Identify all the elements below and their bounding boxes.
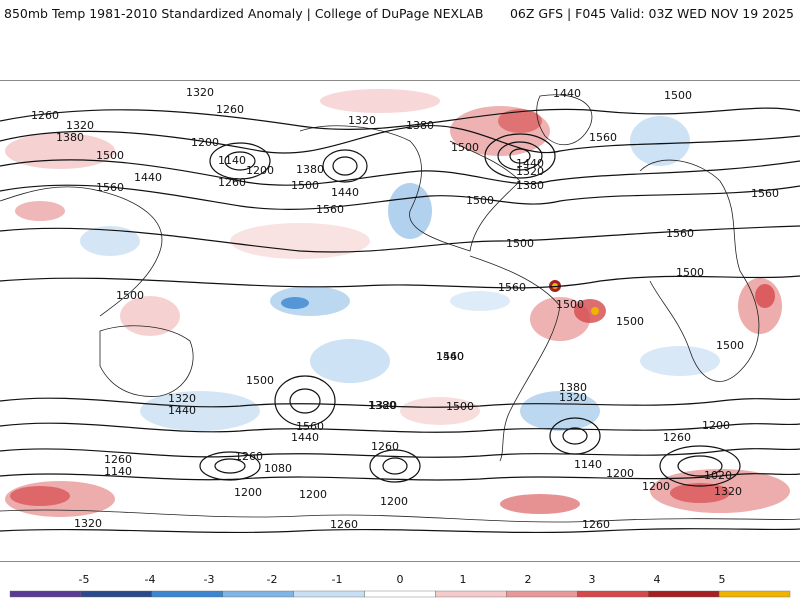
colorbar-tick-label: -1 [332, 573, 343, 586]
contour-label: 1260 [216, 103, 244, 116]
contour-label: 1260 [663, 431, 691, 444]
contour-label: 1260 [235, 450, 263, 463]
contour-label: 1560 [751, 187, 779, 200]
contour-label: 1260 [104, 453, 132, 466]
contour-label: 1260 [330, 518, 358, 531]
anomaly-map: 1380132012601260132013801500156012001140… [0, 80, 800, 562]
colorbar-segment [435, 590, 507, 598]
contour-label: 1320 [186, 86, 214, 99]
contour-label: 1200 [191, 136, 219, 149]
contour-label: 1560 [96, 181, 124, 194]
contour-label: 1200 [246, 164, 274, 177]
contour-label: 1500 [716, 339, 744, 352]
height-contours [0, 107, 800, 534]
contour-label: 1500 [676, 266, 704, 279]
contour-label: 1440 [553, 87, 581, 100]
colorbar-tick-label: -4 [145, 573, 156, 586]
model-run-info: 06Z GFS | F045 Valid: 03Z WED NOV 19 202… [509, 6, 794, 21]
contour-label: 1380 [296, 163, 324, 176]
contour-label: 1200 [702, 419, 730, 432]
colorbar-tick-label: 4 [654, 573, 661, 586]
contour-label: 1500 [466, 194, 494, 207]
map-title: 850mb Temp 1981-2010 Standardized Anomal… [4, 6, 484, 21]
contour-label: 1320 [559, 391, 587, 404]
contour-label: 1200 [642, 480, 670, 493]
contour-label: 1200 [380, 495, 408, 508]
contour-label: 1440 [291, 431, 319, 444]
contour-label: 1440 [331, 186, 359, 199]
contour-label: 1320 [369, 399, 397, 412]
map-header: 850mb Temp 1981-2010 Standardized Anomal… [0, 0, 800, 26]
colorbar-tick-label: 3 [589, 573, 596, 586]
contour-label: 1560 [316, 203, 344, 216]
contour-label: 1200 [234, 486, 262, 499]
contour-label: 1260 [371, 440, 399, 453]
contour-label: 1500 [664, 89, 692, 102]
colorbar-tick-label: -3 [204, 573, 215, 586]
colorbar-segment [506, 590, 578, 598]
contour-label: 1560 [666, 227, 694, 240]
contour-label: 1320 [168, 392, 196, 405]
contour-label: 1320 [714, 485, 742, 498]
colorbar-segment [222, 590, 294, 598]
contour-label: 1380 [516, 179, 544, 192]
colorbar-segments [9, 590, 791, 598]
contour-label: 1560 [436, 350, 464, 363]
contour-label: 1380 [368, 399, 396, 412]
contour-label: 1260 [582, 518, 610, 531]
contour-label: 1260 [31, 109, 59, 122]
anomaly-shading [5, 89, 790, 517]
colorbar-segment [647, 590, 720, 598]
colorbar-tick-label: 2 [525, 573, 532, 586]
contour-label: 1500 [246, 374, 274, 387]
contour-label: 1500 [116, 289, 144, 302]
contour-label: 1140 [104, 465, 132, 478]
colorbar-segment [151, 590, 223, 598]
colorbar-segment [80, 590, 153, 598]
contour-label: 1320 [66, 119, 94, 132]
contour-labels: 1380132012601260132013801500156012001140… [31, 80, 779, 531]
colorbar-tick-label: 5 [719, 573, 726, 586]
contour-label: 1380 [406, 119, 434, 132]
contour-label: 1500 [616, 315, 644, 328]
colorbar-segment [293, 590, 365, 598]
contour-label: 1380 [136, 80, 164, 84]
contour-label: 1500 [451, 141, 479, 154]
colorbar-tick-label: 0 [397, 573, 404, 586]
colorbar-segment [9, 590, 82, 598]
colorbar-segment [718, 590, 791, 598]
contour-label: 1500 [446, 400, 474, 413]
contour-label: 1500 [96, 149, 124, 162]
contour-label: 1320 [74, 517, 102, 530]
contour-label: 1440 [436, 350, 464, 363]
contour-label: 1140 [574, 458, 602, 471]
colorbar-tick-label: -2 [267, 573, 278, 586]
contour-label: 1440 [516, 157, 544, 170]
contour-label: 1200 [299, 488, 327, 501]
contour-label: 1500 [556, 298, 584, 311]
colorbar: -5 -4 -3 -2 -1 0 1 2 3 4 5 [9, 573, 791, 598]
colorbar-tick-label: -5 [79, 573, 90, 586]
contour-label: 1500 [291, 179, 319, 192]
contour-label: 1560 [589, 131, 617, 144]
colorbar-tick-label: 1 [460, 573, 467, 586]
contour-label: 1200 [606, 467, 634, 480]
contour-label: 1440 [168, 404, 196, 417]
contour-label: 1440 [134, 171, 162, 184]
contour-label: 1320 [348, 114, 376, 127]
coastlines [0, 94, 800, 523]
contour-label: 1380 [56, 131, 84, 144]
contour-label: 1500 [506, 237, 534, 250]
colorbar-ticks: -5 -4 -3 -2 -1 0 1 2 3 4 5 [79, 573, 726, 586]
contour-label: 1560 [296, 420, 324, 433]
colorbar-segment [364, 590, 436, 598]
contour-label: 1140 [218, 154, 246, 167]
colorbar-segment [577, 590, 649, 598]
contour-label: 1260 [218, 176, 246, 189]
contour-label: 1560 [498, 281, 526, 294]
contour-label: 1080 [264, 462, 292, 475]
contour-label: 1320 [516, 165, 544, 178]
contour-label: 1020 [704, 469, 732, 482]
contour-label: 1380 [559, 381, 587, 394]
